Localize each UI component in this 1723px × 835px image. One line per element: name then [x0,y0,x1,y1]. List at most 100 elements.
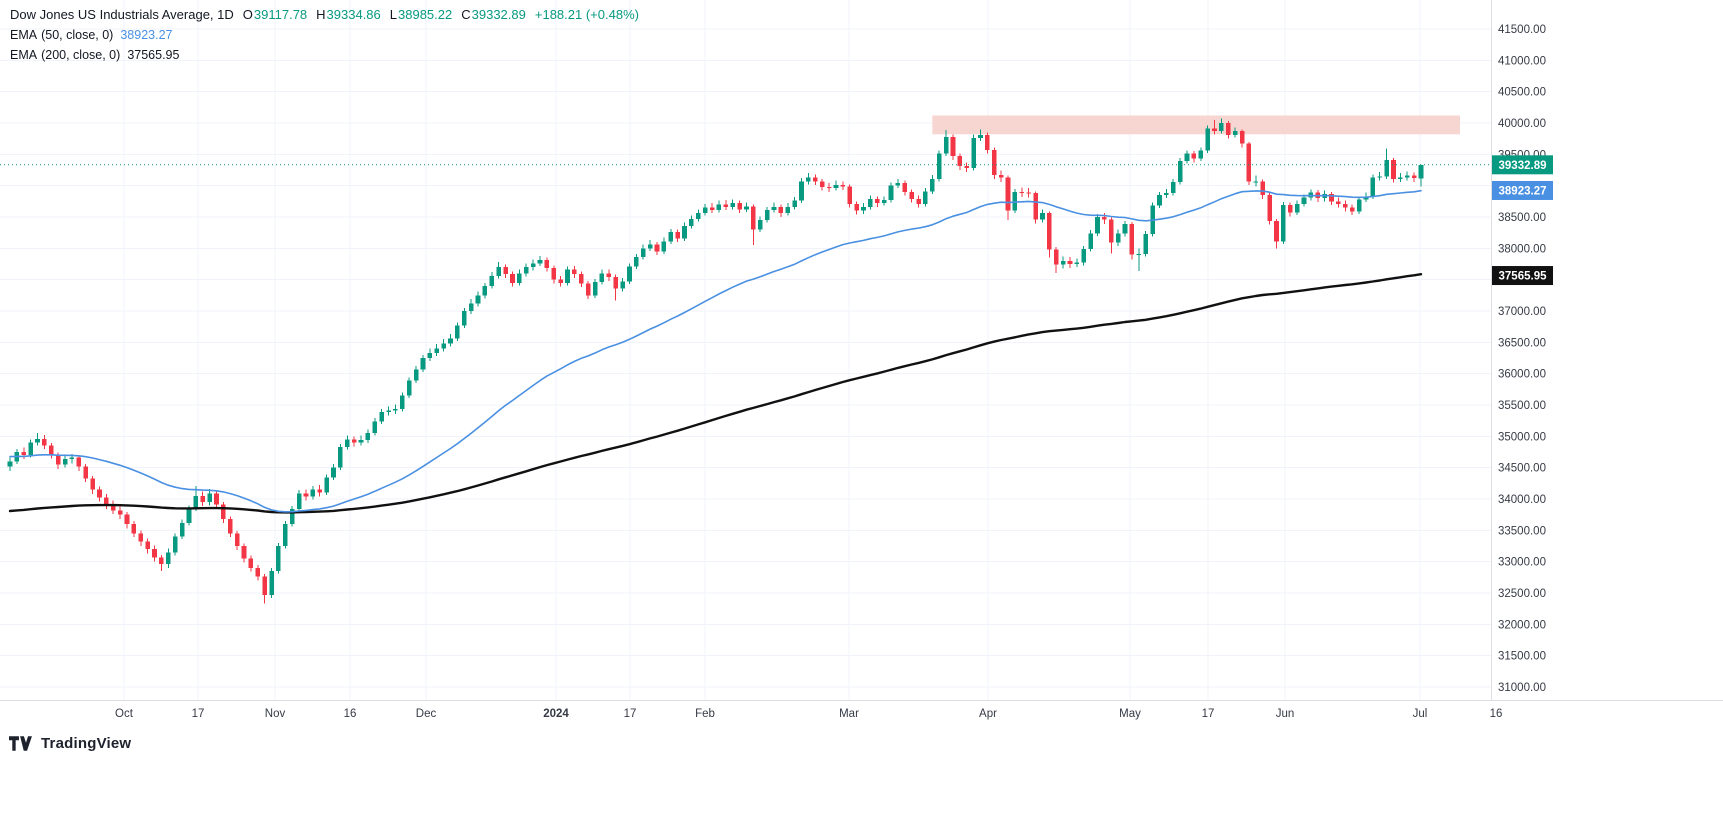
candle [1384,148,1389,179]
candle [1198,147,1204,162]
candle [868,195,873,210]
candle [1398,173,1403,182]
candle [1177,158,1183,185]
candle [97,486,102,502]
candle [654,242,660,256]
candle [338,443,343,471]
time-axis[interactable]: Oct 17 Nov 16 Dec 2024 17 Feb Mar Apr May 17 Jun Jul 1… [115,708,1502,720]
ema200-params: (200, close, 0) [41,47,121,62]
candle [627,263,632,285]
time-tick-label: May [1119,708,1141,720]
candle [214,490,219,509]
candle [799,178,804,204]
price-tick-label: 33000.00 [1498,557,1546,569]
price-axis[interactable]: 41500.0041000.0040500.0040000.0039500.00… [1498,24,1546,694]
candle [1281,201,1286,244]
ohlc-low: L 38985.22 [390,7,452,22]
price-tick-label: 34500.00 [1498,463,1546,475]
candle [1129,222,1135,260]
candle [936,150,942,182]
candle [682,222,687,241]
chart-legend: Dow Jones US Industrials Average, 1D O 39… [10,5,639,64]
candle [813,174,818,186]
candle [833,180,839,191]
candle [1219,118,1224,134]
candle [1033,191,1038,224]
price-tick-label: 41500.00 [1498,24,1546,36]
candle [496,262,501,279]
ema50-line[interactable] [9,189,1422,513]
indicator-ema50-row[interactable]: EMA (50, close, 0) 38923.27 [10,25,639,44]
price-tick-label: 38000.00 [1498,243,1546,255]
price-tick-label: 31000.00 [1498,682,1546,694]
resistance-zone [932,115,1460,135]
candle [296,490,302,512]
candle [578,271,584,288]
tradingview-logo[interactable]: TradingView [9,735,131,752]
candle [510,271,515,287]
candle [640,244,646,260]
candle [771,202,777,213]
candle [957,153,963,170]
candle [1115,229,1121,246]
candle [1040,209,1045,223]
candle [1404,171,1410,181]
candle [1157,191,1162,209]
ema200-line[interactable] [8,273,1423,514]
time-tick-label: 17 [624,708,637,720]
candle [1253,175,1259,187]
candle [386,406,391,416]
candle [28,439,33,458]
candle [482,282,488,299]
price-badge: 37565.95 [1492,266,1553,286]
candle [248,555,254,572]
candle [35,433,40,446]
candle [276,542,281,574]
symbol-legend-row[interactable]: Dow Jones US Industrials Average, 1D O 39… [10,5,639,24]
indicator-ema200-row[interactable]: EMA (200, close, 0) 37565.95 [10,45,639,64]
price-tick-label: 36000.00 [1498,369,1546,381]
candle [826,183,832,192]
candle [888,182,894,203]
candle [916,195,921,208]
candles-layer [7,118,1424,604]
ohlc-high: H 39334.86 [316,7,381,22]
open-value: 39117.78 [253,7,308,22]
ema50-params: (50, close, 0) [41,27,114,42]
candle [1267,193,1272,225]
time-tick-label: Nov [265,708,286,720]
candle [234,530,240,550]
candle [1274,218,1279,249]
candle [324,474,329,496]
time-tick-label: Jun [1276,708,1295,720]
time-tick-label: Apr [979,708,997,720]
candle [455,322,460,342]
low-label: L [389,7,398,22]
price-badge-text: 39332.89 [1499,160,1547,172]
candle [847,184,853,208]
price-tick-label: 35500.00 [1498,400,1546,412]
candle [241,543,247,563]
candle [930,175,935,194]
time-tick-label: Dec [416,708,437,720]
change-value: +188.21 (+0.48%) [534,7,639,22]
time-tick-label: 17 [192,708,205,720]
ema50-value: 38923.27 [120,27,173,42]
candle [441,339,446,352]
candle [227,516,233,538]
symbol-title[interactable]: Dow Jones US Industrials Average, 1D [10,7,234,22]
candle [124,512,130,529]
candle [1246,141,1252,186]
candle [895,178,901,189]
candle [991,147,997,179]
ohlc-open: O 39117.78 [243,7,307,22]
candle [90,475,95,494]
candle [413,366,419,384]
candle [634,253,639,270]
candle [1225,121,1231,139]
candle [523,263,529,277]
time-tick-label: Jul [1413,708,1428,720]
candle [406,377,412,399]
candle [331,463,336,481]
